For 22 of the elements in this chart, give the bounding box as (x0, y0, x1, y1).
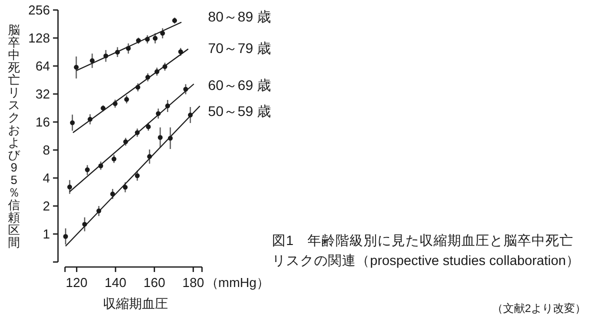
y-tick-label: 2 (42, 198, 50, 214)
text: （文献2より改変） (492, 302, 586, 315)
y-tick-label: 16 (36, 114, 50, 130)
x-tick-label: 160 (144, 275, 166, 290)
text: 80～89 歳 (208, 8, 272, 25)
y-tick-label: 64 (36, 58, 50, 74)
y-tick-label: 256 (28, 2, 50, 18)
x-tick-label: 120 (66, 275, 88, 290)
y-tick-label: 4 (42, 170, 50, 186)
text: 脳卒中死亡リスクおよび95％信頼区間 (8, 22, 20, 250)
series-label: 60～69 歳 (208, 77, 272, 94)
y-tick-label: 1 (42, 226, 50, 242)
x-tick-label: 180 (182, 275, 204, 290)
x-axis-title: 収縮期血圧 (103, 296, 168, 311)
text: 図1 年齢階級別に見た収縮期血圧と脳卒中死亡リスクの関連（prospective studies collaboration） (272, 232, 581, 270)
y-tick-label: 32 (36, 86, 50, 102)
y-tick-label: 8 (42, 142, 50, 158)
text: （mmHg） (205, 275, 270, 290)
series-label: 70～79 歳 (208, 40, 272, 56)
series-label: 50～59 歳 (208, 103, 272, 120)
y-tick-label: 128 (28, 30, 50, 46)
x-tick-label: 140 (104, 275, 126, 290)
